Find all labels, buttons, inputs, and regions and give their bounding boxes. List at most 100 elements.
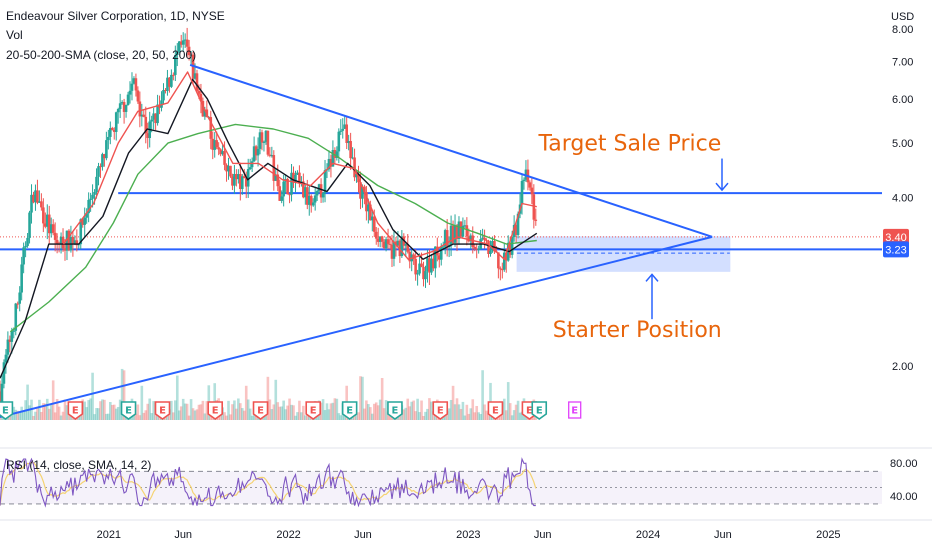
volume-bar — [47, 408, 51, 420]
candle-body — [199, 93, 203, 101]
candle-body — [347, 141, 350, 144]
volume-bar — [447, 408, 451, 420]
volume-bar — [402, 409, 406, 420]
volume-bar — [335, 398, 339, 420]
candle-body — [4, 354, 8, 363]
candle-body — [378, 236, 382, 242]
volume-bar — [95, 408, 98, 420]
candle-body — [439, 246, 443, 260]
candle-body — [166, 77, 169, 91]
candle-body — [392, 241, 396, 259]
volume-bar — [105, 413, 108, 420]
candle-body — [365, 192, 368, 212]
candle-body — [233, 173, 236, 186]
volume-bar — [185, 403, 189, 420]
volume-bar — [284, 409, 287, 420]
volume-bar — [410, 401, 413, 420]
volume-bar — [365, 400, 368, 420]
volume-bar — [416, 398, 419, 420]
candle-body — [242, 176, 246, 179]
volume-bar — [514, 404, 518, 420]
volume-bar — [520, 411, 524, 420]
earnings-marker-negative — [154, 401, 171, 420]
candle-body — [219, 149, 222, 155]
candle-body — [384, 239, 388, 249]
volume-bar — [99, 401, 102, 420]
volume-bar — [14, 409, 18, 420]
support-price-badge — [883, 241, 909, 258]
volume-bar — [20, 406, 23, 420]
candle-body — [331, 149, 335, 167]
candle-body — [473, 246, 477, 249]
candle-body — [262, 141, 266, 143]
candle-body — [24, 245, 27, 248]
volume-bar — [174, 400, 177, 420]
candle-body — [10, 331, 14, 342]
volume-bar — [296, 412, 299, 420]
volume-bar — [463, 415, 467, 420]
volume-bar — [479, 414, 482, 420]
candle-body — [177, 41, 181, 52]
volume-bar — [183, 403, 187, 420]
volume-bar — [45, 398, 49, 420]
volume-bar — [57, 406, 61, 420]
volume-bar — [175, 375, 179, 420]
volume-bar — [459, 408, 463, 420]
candle-body — [154, 113, 157, 124]
candle-body — [97, 166, 100, 177]
rsi-pane[interactable] — [0, 457, 882, 508]
candle-body — [193, 73, 197, 79]
time-tick-label: 2024 — [636, 529, 660, 541]
candle-body — [469, 235, 473, 242]
candle-body — [231, 176, 234, 186]
volume-bar — [264, 413, 268, 420]
candle-body — [349, 141, 352, 159]
candle-body — [12, 330, 16, 332]
volume-bar — [272, 404, 276, 420]
candle-body — [428, 258, 431, 273]
volume-bar — [239, 403, 242, 420]
volume-bar — [286, 405, 289, 420]
volume-bar — [122, 370, 126, 420]
volume-bar — [22, 411, 25, 420]
volume-bar — [242, 410, 246, 420]
candle-body — [237, 174, 240, 180]
candle-body — [323, 170, 327, 194]
candle-body — [290, 172, 293, 195]
volume-bar — [426, 408, 429, 420]
candle-body — [408, 251, 412, 262]
volume-bar — [101, 399, 104, 420]
candle-body — [168, 77, 171, 87]
candle-body — [254, 146, 258, 156]
candle-body — [534, 219, 538, 221]
candle-body — [51, 224, 55, 233]
current-price-badge — [883, 228, 909, 245]
price-tick-label: 6.00 — [892, 94, 913, 106]
candle-body — [256, 148, 260, 156]
candle-body — [309, 195, 313, 206]
volume-bar — [146, 403, 150, 420]
volume-bar — [179, 406, 183, 420]
rsi-line — [0, 457, 536, 508]
volume-bar — [469, 408, 473, 420]
volume-bar — [170, 400, 173, 420]
buy-zone[interactable] — [516, 236, 731, 272]
candle-body — [109, 128, 112, 137]
trendlines[interactable] — [0, 63, 713, 418]
volume-bar — [331, 402, 335, 420]
candle-body — [351, 157, 354, 159]
sma50-line — [0, 78, 538, 379]
candle-body — [156, 104, 159, 124]
horizontal-levels[interactable] — [0, 192, 882, 251]
candle-body — [270, 155, 274, 157]
volume-bar — [109, 402, 112, 420]
volume-bar — [246, 399, 250, 420]
time-tick-label: Jun — [534, 529, 552, 541]
annotations[interactable]: Target Sale Price Starter Position — [537, 132, 729, 344]
earnings-marker-negative — [207, 401, 224, 420]
volume-bar — [274, 379, 278, 420]
volume-bar — [268, 399, 272, 420]
